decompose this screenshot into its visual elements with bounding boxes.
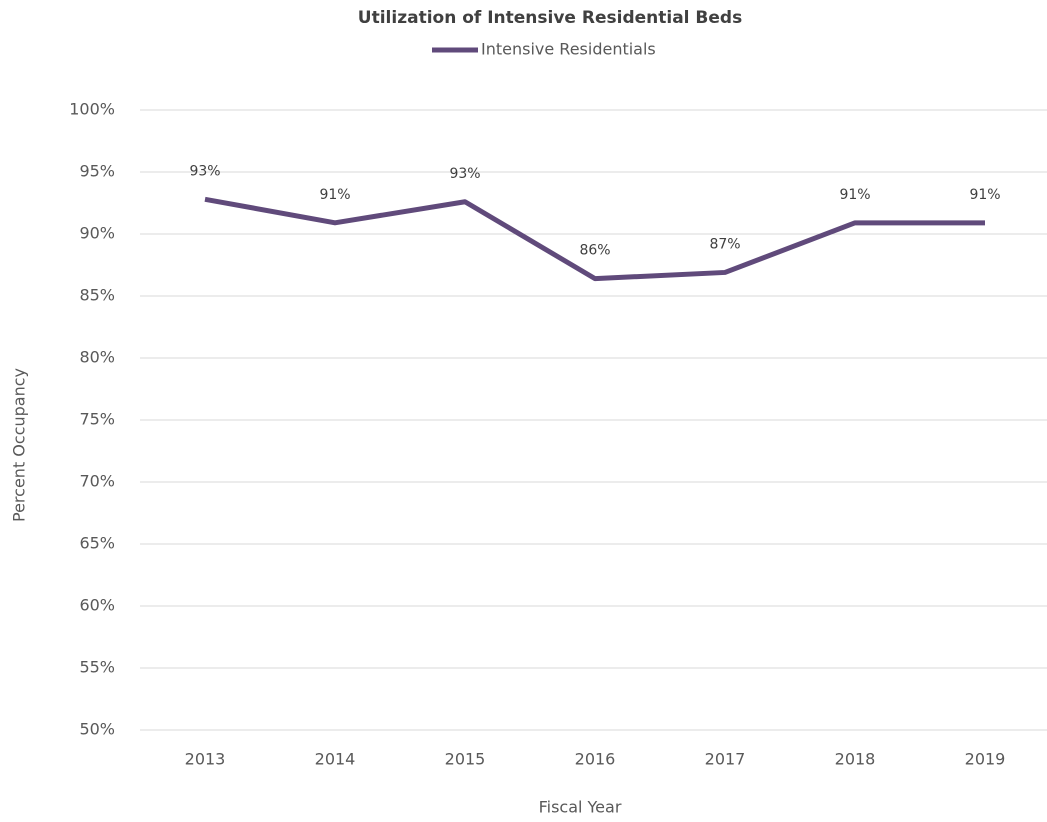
y-tick-label: 55% [79,658,115,677]
chart-title: Utilization of Intensive Residential Bed… [358,8,742,28]
x-tick-label: 2014 [315,750,356,769]
data-label: 93% [449,166,480,182]
y-axis-label: Percent Occupancy [10,368,29,522]
x-tick-label: 2019 [965,750,1006,769]
data-label: 86% [579,243,610,259]
y-tick-label: 50% [79,720,115,739]
y-tick-label: 70% [79,472,115,491]
x-tick-label: 2013 [185,750,226,769]
y-tick-label: 90% [79,224,115,243]
data-label: 91% [319,187,350,203]
series-line [204,196,985,282]
y-tick-label: 65% [79,534,115,553]
data-label: 93% [189,163,220,179]
y-tick-label: 100% [69,100,115,119]
x-axis-label: Fiscal Year [539,798,622,817]
y-tick-label: 75% [79,410,115,429]
y-tick-label: 95% [79,162,115,181]
y-tick-label: 85% [79,286,115,305]
x-tick-label: 2016 [575,750,616,769]
data-label: 91% [839,187,870,203]
x-tick-label: 2017 [705,750,746,769]
x-tick-label: 2018 [835,750,876,769]
legend-label: Intensive Residentials [481,40,656,59]
y-tick-label: 80% [79,348,115,367]
data-label: 87% [709,236,740,252]
x-tick-label: 2015 [445,750,486,769]
data-label: 91% [969,187,1000,203]
y-tick-label: 60% [79,596,115,615]
